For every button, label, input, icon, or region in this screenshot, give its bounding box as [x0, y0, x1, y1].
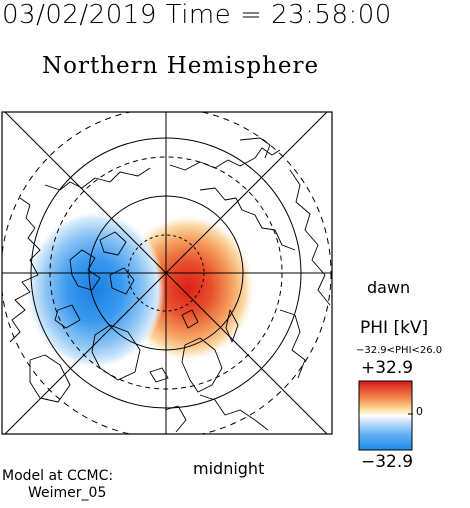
dawn-label: dawn: [367, 278, 411, 297]
midnight-label: midnight: [193, 459, 265, 478]
model-credit-line2: Weimer_05: [28, 485, 107, 501]
meridian-lines: [2, 112, 332, 434]
colorbar-zero-label: 0: [416, 405, 423, 418]
map-frame: [1, 111, 333, 435]
negative-potential-cell: [25, 210, 165, 370]
hemisphere-title: Northern Hemisphere: [42, 53, 320, 79]
coastlines: [9, 137, 331, 433]
colorbar-range: −32.9<PHI<26.0: [356, 345, 443, 356]
polar-map: [1, 111, 333, 435]
colorbar-max-label: +32.9: [361, 358, 414, 378]
colorbar: [358, 380, 413, 451]
timestamp: 03/02/2019 Time = 23:58:00: [2, 0, 392, 30]
colorbar-title: PHI [kV]: [360, 318, 429, 338]
colorbar-min-label: −32.9: [361, 452, 414, 472]
model-credit-line1: Model at CCMC:: [2, 468, 114, 484]
